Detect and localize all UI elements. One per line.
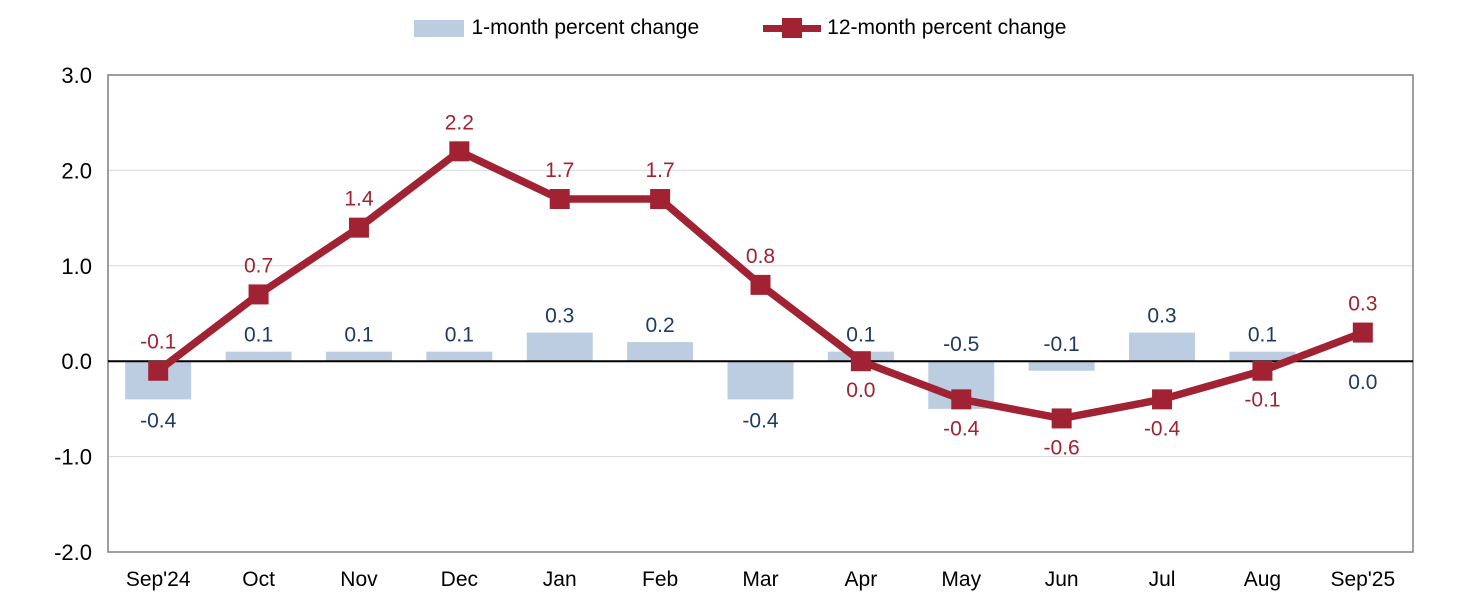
line-marker — [750, 274, 771, 295]
bar-value-label: 0.1 — [846, 324, 875, 347]
line-value-label: 0.3 — [1348, 293, 1377, 316]
bar-value-label: 0.0 — [1348, 371, 1377, 394]
y-axis-tick-label: -1.0 — [54, 445, 92, 470]
bar — [225, 351, 292, 362]
bar-value-label: -0.1 — [1044, 333, 1080, 356]
bar — [526, 332, 593, 362]
x-axis-tick-label: Nov — [340, 568, 378, 591]
legend-label: 12-month percent change — [827, 16, 1067, 39]
line-value-label: 2.2 — [445, 111, 474, 134]
line-marker — [248, 284, 269, 305]
line-marker — [1252, 360, 1273, 381]
legend-item-1-month-percent-change: 1-month percent change — [413, 16, 700, 40]
x-axis-tick-label: Oct — [242, 568, 275, 591]
line-swatch-marker — [782, 18, 803, 38]
x-axis-tick-label: Jun — [1045, 568, 1079, 591]
x-axis-tick-label: Sep'25 — [1330, 568, 1395, 591]
plot-border — [107, 74, 1414, 553]
bar-value-label: 0.1 — [1248, 324, 1277, 347]
x-axis-tick-label: Apr — [845, 568, 878, 591]
bar-value-label: 0.3 — [1147, 305, 1176, 328]
line-value-label: 1.7 — [545, 159, 574, 182]
line-value-label: -0.1 — [1244, 389, 1280, 412]
x-axis-tick-label: May — [941, 568, 981, 591]
bar-value-label: -0.5 — [943, 333, 979, 356]
line-marker — [549, 189, 570, 210]
line-value-label: 0.8 — [746, 245, 775, 268]
line-marker — [348, 217, 369, 238]
line-marker — [650, 189, 671, 210]
line-value-label: -0.6 — [1044, 436, 1080, 459]
line-value-label: 1.4 — [344, 188, 374, 211]
y-axis-tick-label: -2.0 — [54, 540, 92, 565]
bar — [325, 351, 392, 362]
legend-item-12-month-percent-change: 12-month percent change — [763, 16, 1066, 40]
line-value-label: -0.1 — [140, 331, 176, 354]
line-marker — [1152, 389, 1173, 410]
x-axis-tick-label: Jul — [1149, 568, 1176, 591]
y-axis-tick-label: 0.0 — [61, 349, 92, 374]
line-value-label: 0.7 — [244, 254, 273, 277]
line-value-label: -0.4 — [1144, 417, 1181, 440]
x-axis-tick-label: Mar — [742, 568, 778, 591]
y-axis-tick-label: 2.0 — [61, 158, 92, 183]
bar — [1028, 361, 1095, 371]
bar-value-label: 0.1 — [445, 324, 474, 347]
x-axis-tick-label: Feb — [642, 568, 678, 591]
bar-series-swatch — [413, 19, 464, 37]
line-value-label: 0.0 — [846, 379, 875, 402]
y-axis-tick-label: 1.0 — [61, 254, 92, 279]
x-axis-tick-label: Jan — [543, 568, 577, 591]
bar — [627, 342, 694, 362]
line-marker — [1352, 322, 1373, 343]
legend: 1-month percent change 12-month percent … — [0, 16, 1480, 40]
bar — [426, 351, 493, 362]
bar-value-label: 0.2 — [646, 314, 675, 337]
bar-value-label: -0.4 — [140, 409, 177, 432]
bar — [1129, 332, 1196, 362]
line-marker — [148, 360, 169, 381]
bar-value-label: 0.1 — [344, 324, 373, 347]
legend-label: 1-month percent change — [471, 16, 700, 39]
line-marker — [449, 141, 470, 162]
x-axis-tick-label: Aug — [1244, 568, 1281, 591]
line-marker — [1051, 408, 1072, 429]
x-axis-tick-label: Sep'24 — [126, 568, 191, 591]
line-marker — [951, 389, 972, 410]
bar-value-label: 0.3 — [545, 305, 574, 328]
bar-value-label: -0.4 — [742, 409, 779, 432]
line-series-swatch — [763, 18, 822, 38]
x-axis-tick-label: Dec — [441, 568, 478, 591]
bar — [727, 361, 794, 400]
bar-value-label: 0.1 — [244, 324, 273, 347]
y-axis-tick-label: 3.0 — [61, 63, 92, 88]
line-value-label: -0.4 — [943, 417, 980, 440]
bar — [1229, 351, 1296, 362]
line-value-label: 1.7 — [646, 159, 675, 182]
line-marker — [850, 351, 871, 372]
